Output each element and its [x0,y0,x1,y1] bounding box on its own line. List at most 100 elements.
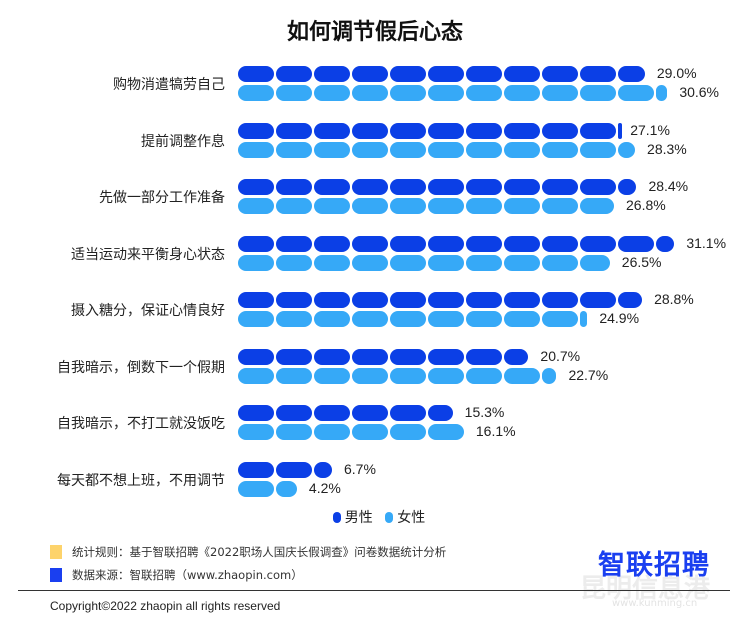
male-bar-segment [428,235,464,252]
female-bar-segment [238,424,274,440]
female-bar-segment [428,367,464,384]
category-label: 购物消遣犒劳自己 [113,77,225,93]
female-bar-segment [504,367,540,384]
legend-label-male: 男性 [344,510,373,526]
female-bar-segment [390,424,426,440]
male-bar-segment [314,292,350,308]
male-bar-segment [466,66,502,82]
male-bar-segment [276,66,312,82]
female-bar-segment [314,141,350,158]
female-bar-segment [314,424,350,440]
female-bar-segment [390,254,426,271]
female-bar-segment [276,254,312,271]
female-value-label: 16.1% [475,423,516,439]
male-bar-segment [466,122,502,139]
male-bar-segment [580,292,616,308]
male-bar-segment [276,405,312,421]
legend: 男性 女性 [0,507,750,527]
female-value-label: 26.8% [626,197,666,213]
female-bar-segment [466,141,502,158]
male-bar-segment [314,66,350,82]
female-bar-segment [238,85,274,101]
legend-swatch-female [385,512,394,523]
female-bar-segment [276,141,312,158]
category-label: 摄入糖分，保证心情良好 [71,303,225,319]
blue-square-icon [50,568,62,582]
male-bar-segment [390,66,426,82]
male-bar-segment [656,235,675,252]
male-bar-segment [428,348,464,365]
female-bar-segment [238,367,274,384]
female-value-label: 24.9% [599,310,640,326]
note-rule-text: 统计规则：基于智联招聘《2022职场人国庆长假调查》问卷数据统计分析 [72,545,447,559]
female-bar-segment [466,311,502,327]
female-bar-segment [580,254,610,271]
female-bar-segment [428,311,464,327]
female-bar-segment [276,311,312,327]
male-bar-segment [314,235,350,252]
female-bar-segment [352,367,388,384]
female-bar-segment [542,198,578,214]
male-bar-segment [314,348,350,365]
male-bar-segment [238,461,274,478]
male-bar-segment [466,348,502,365]
male-value-label: 6.7% [344,460,376,477]
female-bar-segment [466,254,502,271]
male-bar-segment [618,122,622,139]
male-bar-segment [352,66,388,82]
male-value-label: 28.8% [654,291,694,307]
female-bar-segment [466,367,502,384]
note-source: 数据来源：智联招聘（www.zhaopin.com） [50,567,303,583]
male-bar-segment [504,122,540,139]
male-bar-segment [314,179,350,195]
female-bar-segment [466,198,502,214]
female-bar-segment [352,424,388,440]
male-bar-segment [618,292,643,308]
male-bar-segment [276,179,312,195]
male-bar-segment [238,348,274,365]
male-value-label: 20.7% [540,347,581,364]
male-bar-segment [428,292,464,308]
female-bar-segment [428,85,464,101]
chart-title: 如何调节假后心态 [286,20,463,45]
female-value-label: 4.2% [308,479,341,496]
female-bar-segment [352,254,388,271]
female-bar-segment [542,254,578,271]
female-bar-segment [276,85,312,101]
male-bar-segment [238,66,274,82]
female-bar-segment [314,198,350,214]
female-bar-segment [542,85,578,101]
male-bar-segment [618,179,637,195]
female-bar-segment [618,85,654,101]
male-bar-segment [466,292,502,308]
female-bar-segment [276,480,297,497]
female-value-label: 26.5% [621,253,662,270]
female-bar-segment [580,311,588,327]
legend-label-female: 女性 [397,510,426,526]
female-bar-segment [390,367,426,384]
male-value-label: 31.1% [686,234,727,251]
female-bar-segment [238,198,274,214]
female-value-label: 22.7% [568,366,609,383]
male-bar-segment [390,122,426,139]
female-bar-segment [238,311,274,327]
male-bar-segment [504,292,540,308]
female-value-label: 28.3% [647,140,687,157]
female-bar-segment [352,198,388,214]
female-bar-segment [466,85,502,101]
male-bar-segment [580,66,616,82]
female-bar-segment [390,198,426,214]
watermark: 昆明信息港 [580,574,711,604]
category-label: 自我暗示，倒数下一个假期 [57,359,225,376]
female-bar-segment [504,141,540,158]
female-bar-segment [314,85,350,101]
female-bar-segment [504,311,540,327]
female-bar-segment [504,85,540,101]
female-bar-segment [656,85,668,101]
female-bar-segment [580,198,614,214]
male-bar-segment [238,235,274,252]
male-bar-segment [314,122,350,139]
category-label: 每天都不想上班，不用调节 [57,472,225,489]
female-bar-segment [238,141,274,158]
